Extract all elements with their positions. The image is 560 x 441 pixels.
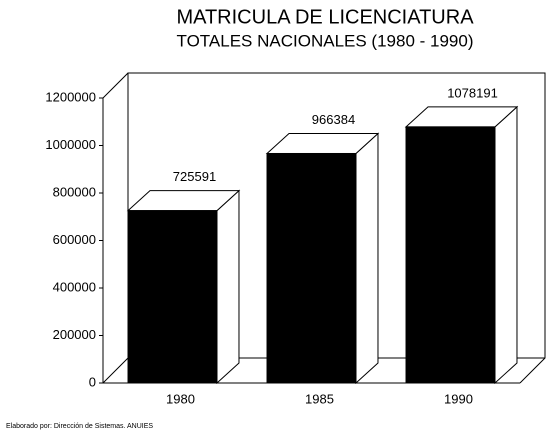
x-tick-label: 1985 <box>305 391 334 406</box>
chart-subtitle: TOTALES NACIONALES (1980 - 1990) <box>177 31 474 50</box>
value-label: 1078191 <box>447 85 498 100</box>
y-tick-label: 600000 <box>53 232 96 247</box>
bar-side <box>216 189 240 385</box>
footnote: Elaborado por: Dirección de Sistemas. AN… <box>6 423 153 430</box>
y-axis <box>102 72 129 99</box>
value-label: 725591 <box>173 169 216 184</box>
y-tick-label: 200000 <box>53 327 96 342</box>
y-tick-label: 1200000 <box>45 89 96 104</box>
y-tick-label: 400000 <box>53 279 96 294</box>
x-tick-label: 1980 <box>166 391 195 406</box>
x-tick-label: 1990 <box>444 391 473 406</box>
value-label: 966384 <box>312 112 355 127</box>
bar-side <box>355 132 379 385</box>
y-tick-label: 0 <box>89 374 96 389</box>
back-wall <box>127 72 546 384</box>
bar-side <box>494 105 518 385</box>
chart-title: MATRICULA DE LICENCIATURA <box>176 6 474 28</box>
bar <box>266 152 357 384</box>
bar <box>405 126 496 384</box>
y-tick-label: 800000 <box>53 184 96 199</box>
bar <box>127 210 218 384</box>
y-tick-label: 1000000 <box>45 137 96 152</box>
